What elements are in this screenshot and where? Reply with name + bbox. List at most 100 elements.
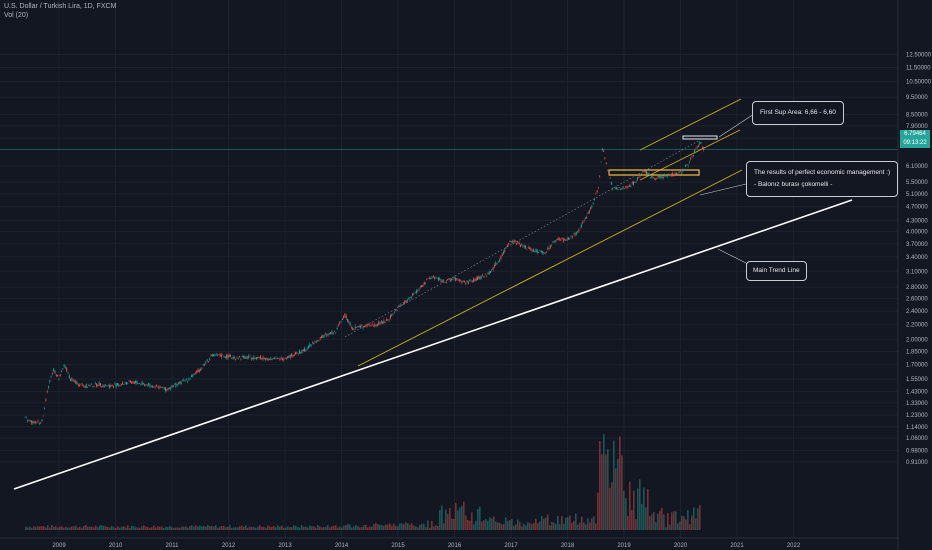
candle-body xyxy=(79,384,81,387)
volume-bar xyxy=(613,440,615,530)
volume-bar xyxy=(463,501,465,530)
volume-bar xyxy=(263,526,265,530)
volume-bar xyxy=(135,527,137,530)
volume-bar xyxy=(547,514,549,530)
volume-bar xyxy=(315,527,317,530)
candle-body xyxy=(367,324,369,326)
candle-body xyxy=(230,355,231,357)
x-tick-label: 2011 xyxy=(166,543,180,549)
candle-body xyxy=(417,289,419,291)
candle-body xyxy=(265,358,267,360)
volume-bar xyxy=(399,523,401,530)
candle-body xyxy=(159,387,161,388)
bar-countdown-tag: 09:13:22 xyxy=(900,139,930,148)
candle-body xyxy=(634,182,636,183)
volume-bar xyxy=(133,526,135,530)
candle-body xyxy=(419,286,421,288)
candle-body xyxy=(31,420,33,424)
y-tick-label: 4.30000 xyxy=(906,218,928,224)
volume-bar xyxy=(361,526,363,530)
volume-bar xyxy=(611,482,613,530)
time-axis[interactable]: 2009 2010 2011 2012 2013 2014 2015 2016 2017 2018… xyxy=(52,543,801,549)
candle-body xyxy=(105,384,107,386)
volume-bar xyxy=(285,527,287,530)
candle-body xyxy=(623,188,625,189)
volume-bar xyxy=(137,527,139,530)
volume-bar xyxy=(621,455,623,530)
candle-body xyxy=(552,242,554,243)
candle-body xyxy=(115,383,117,387)
volume-bar xyxy=(531,524,533,530)
candle-body xyxy=(478,276,480,279)
first-support-annotation[interactable]: First Sup Area: 6,66 - 6,60 xyxy=(752,101,844,125)
volume-bar xyxy=(321,527,323,530)
candle-body xyxy=(577,230,579,232)
candle-body xyxy=(200,368,202,371)
candle-body xyxy=(652,177,654,179)
volume-bar xyxy=(343,525,345,530)
candle-body xyxy=(155,384,157,387)
candle-body xyxy=(254,358,256,360)
candle-body xyxy=(213,354,215,357)
volume-bar xyxy=(515,524,517,530)
candle-body xyxy=(415,290,417,293)
drawings[interactable] xyxy=(13,98,853,490)
main-trend-annotation[interactable]: Main Trend Line xyxy=(746,261,807,281)
candle-body xyxy=(323,335,325,337)
x-tick-label: 2015 xyxy=(391,543,405,549)
price-axis[interactable]: 12.50000 11.50000 10.50000 9.50000 8.50000 7.… xyxy=(906,52,932,465)
candle-body xyxy=(457,279,459,281)
volume-bar xyxy=(93,527,95,530)
candle-body xyxy=(310,344,312,346)
candle-body xyxy=(38,422,40,424)
y-tick-label: 0.98000 xyxy=(906,448,928,454)
candle-body xyxy=(582,222,584,224)
x-tick-label: 2009 xyxy=(52,543,66,549)
volume-bar xyxy=(43,526,45,530)
candle-body xyxy=(313,342,315,345)
candle-body xyxy=(383,320,385,323)
candle-body xyxy=(222,354,224,356)
candle-body xyxy=(326,334,328,336)
trend-connector xyxy=(717,248,749,265)
candle-body xyxy=(605,163,607,165)
candle-body xyxy=(178,382,179,384)
candle-body xyxy=(439,278,441,281)
candle-body xyxy=(142,383,144,384)
candle-body xyxy=(490,271,491,273)
volume-bar xyxy=(483,520,485,530)
volume-bar xyxy=(691,515,693,530)
economic-management-annotation[interactable]: The results of perfect economic manageme… xyxy=(746,161,899,197)
candle-body xyxy=(647,173,649,174)
volume-bar xyxy=(677,523,679,530)
volume-bar xyxy=(349,524,351,530)
volume-bar xyxy=(481,521,483,530)
volume-bar xyxy=(183,526,185,530)
candle-body xyxy=(75,380,77,384)
volume-bar xyxy=(387,524,389,530)
recent-channel-upper xyxy=(639,98,742,151)
candle-body xyxy=(246,357,248,359)
candle-body xyxy=(116,383,118,386)
volume-bar xyxy=(221,526,223,530)
volume-bar xyxy=(585,524,587,530)
candle-body xyxy=(337,324,339,326)
candle-body xyxy=(237,358,239,360)
candle-body xyxy=(656,177,658,180)
candle-body xyxy=(530,248,532,251)
candle-body xyxy=(77,384,79,386)
candle-body xyxy=(90,383,92,385)
candle-body xyxy=(618,187,620,188)
channel-dotted-line xyxy=(344,139,701,338)
volume-bar xyxy=(63,527,65,530)
volume-bar xyxy=(245,525,247,530)
volume-bar xyxy=(195,525,197,530)
candle-body xyxy=(551,244,553,246)
volume-bar xyxy=(445,509,447,530)
volume-bar xyxy=(253,527,255,530)
candle-body xyxy=(461,280,463,284)
candle-body xyxy=(44,408,46,409)
candle-body xyxy=(558,238,560,240)
candle-body xyxy=(698,145,699,147)
